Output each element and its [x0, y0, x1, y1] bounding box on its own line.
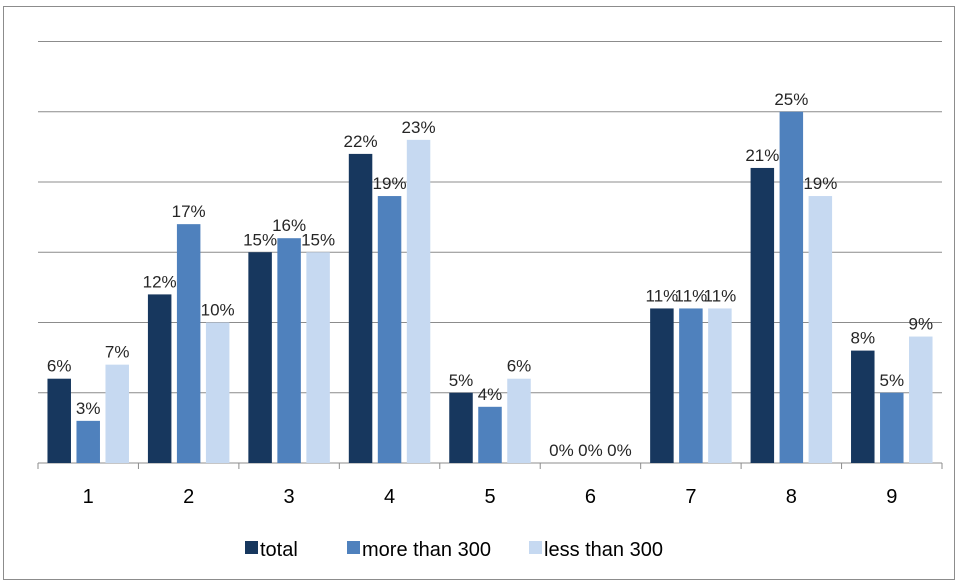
legend: total more than 300 less than 300 [245, 539, 663, 561]
bar [679, 308, 703, 463]
data-label: 6% [47, 357, 72, 376]
bar [808, 196, 833, 464]
data-label: 16% [272, 216, 306, 235]
data-label: 15% [301, 230, 335, 249]
bar [909, 336, 933, 463]
bar [76, 420, 100, 463]
data-label: 19% [803, 174, 837, 193]
legend-swatch [245, 541, 258, 554]
bar [348, 153, 373, 463]
bar [779, 111, 804, 463]
legend-label: total [260, 539, 298, 561]
bar [248, 252, 272, 463]
data-labels: 6%3%7%12%17%10%15%16%15%22%19%23%5%4%6%0… [47, 90, 933, 460]
bar [449, 392, 473, 463]
x-tick-label: 2 [183, 486, 194, 508]
data-label: 5% [449, 371, 474, 390]
data-label: 21% [745, 146, 779, 165]
data-label: 3% [76, 399, 101, 418]
data-label: 7% [105, 343, 130, 362]
data-label: 11% [704, 286, 737, 305]
bar [306, 252, 330, 463]
bar [880, 392, 904, 463]
data-label: 12% [143, 272, 177, 291]
data-label: 5% [879, 371, 904, 390]
bar [750, 167, 775, 463]
bar [478, 406, 502, 463]
bars [47, 111, 933, 464]
data-label: 11% [675, 286, 708, 305]
bar [377, 196, 402, 464]
x-tick-label: 1 [83, 486, 94, 508]
x-tick-label: 7 [685, 486, 696, 508]
data-label: 11% [646, 286, 679, 305]
x-axis-ticks: 1 2 3 4 5 6 7 8 9 [37, 463, 943, 508]
data-label: 8% [850, 329, 875, 348]
data-label: 0% [549, 441, 574, 460]
bar [176, 224, 201, 463]
x-tick-label: 9 [886, 486, 897, 508]
x-tick-label: 6 [585, 486, 596, 508]
data-label: 9% [908, 315, 933, 334]
bar [47, 378, 71, 463]
x-tick-label: 4 [384, 486, 395, 508]
bar [507, 378, 531, 463]
data-label: 22% [344, 132, 378, 151]
bar [205, 322, 230, 463]
legend-swatch [347, 541, 360, 554]
bar [708, 308, 732, 463]
bar [105, 364, 129, 463]
legend-label: less than 300 [544, 539, 663, 561]
bar [277, 238, 301, 463]
legend-label: more than 300 [362, 539, 491, 561]
data-label: 10% [201, 301, 235, 320]
data-label: 17% [172, 202, 206, 221]
data-label: 0% [607, 441, 632, 460]
data-label: 4% [478, 385, 503, 404]
x-tick-label: 8 [786, 486, 797, 508]
data-label: 15% [243, 230, 277, 249]
x-tick-label: 5 [484, 486, 495, 508]
data-label: 19% [373, 174, 407, 193]
bar [650, 308, 674, 463]
data-label: 6% [507, 357, 532, 376]
data-label: 25% [774, 90, 808, 109]
bar [147, 294, 172, 463]
x-tick-label: 3 [284, 486, 295, 508]
data-label: 23% [402, 118, 436, 137]
data-label: 0% [578, 441, 603, 460]
bar [406, 139, 431, 463]
legend-swatch [529, 541, 542, 554]
bar [851, 350, 875, 463]
